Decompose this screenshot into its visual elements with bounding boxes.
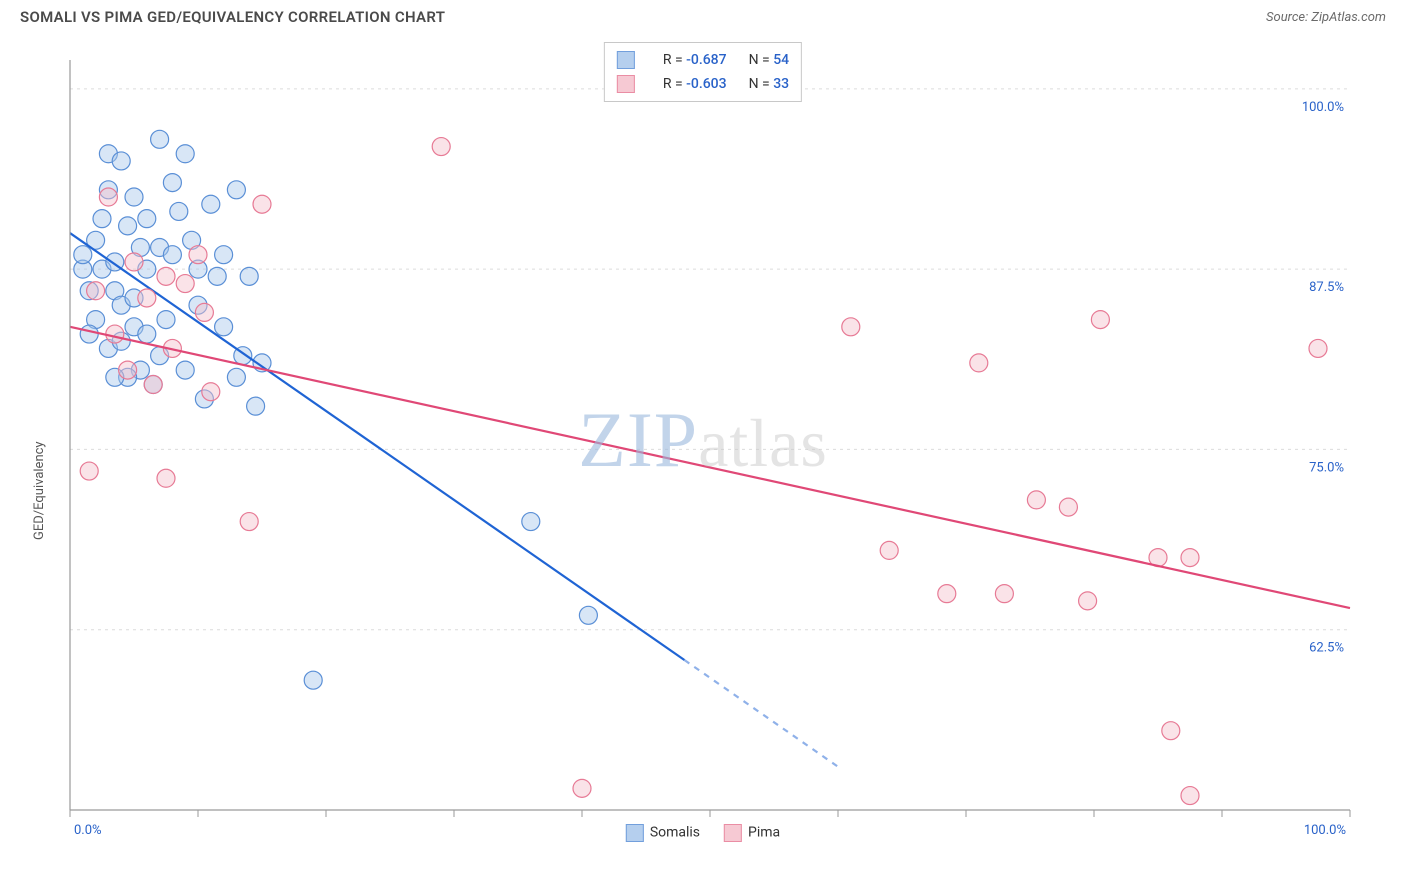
data-point bbox=[573, 779, 591, 797]
legend-r-label: R = -0.603 bbox=[653, 73, 737, 95]
data-point bbox=[157, 311, 175, 329]
data-point bbox=[163, 174, 181, 192]
data-point bbox=[138, 289, 156, 307]
legend-n-value: 54 bbox=[773, 52, 789, 68]
data-point bbox=[215, 246, 233, 264]
legend-n-label: N = 33 bbox=[739, 73, 800, 95]
data-point bbox=[208, 267, 226, 285]
data-point bbox=[432, 138, 450, 156]
legend-swatch bbox=[724, 824, 742, 842]
data-point bbox=[176, 361, 194, 379]
data-point bbox=[522, 513, 540, 531]
data-point bbox=[842, 318, 860, 336]
chart-title: SOMALI VS PIMA GED/EQUIVALENCY CORRELATI… bbox=[20, 8, 445, 26]
data-point bbox=[157, 267, 175, 285]
data-point bbox=[176, 145, 194, 163]
data-point bbox=[995, 585, 1013, 603]
legend-swatch bbox=[626, 824, 644, 842]
data-point bbox=[195, 303, 213, 321]
legend-correlation: R = -0.687N = 54R = -0.603N = 33 bbox=[604, 42, 802, 102]
data-point bbox=[202, 195, 220, 213]
data-point bbox=[80, 462, 98, 480]
legend-row: R = -0.603N = 33 bbox=[607, 73, 799, 95]
trend-line bbox=[70, 327, 1350, 608]
x-tick-label: 100.0% bbox=[1304, 823, 1346, 838]
data-point bbox=[579, 606, 597, 624]
data-point bbox=[1059, 498, 1077, 516]
x-tick-label: 0.0% bbox=[74, 823, 102, 838]
legend-series: Somalis Pima bbox=[626, 824, 780, 842]
data-point bbox=[119, 361, 137, 379]
legend-item-label: Pima bbox=[748, 825, 780, 841]
chart-header: SOMALI VS PIMA GED/EQUIVALENCY CORRELATI… bbox=[0, 0, 1406, 30]
data-point bbox=[74, 246, 92, 264]
data-point bbox=[253, 195, 271, 213]
data-point bbox=[106, 325, 124, 343]
data-point bbox=[125, 253, 143, 271]
data-point bbox=[189, 246, 207, 264]
legend-swatch bbox=[617, 75, 635, 93]
data-point bbox=[247, 397, 265, 415]
data-point bbox=[240, 513, 258, 531]
data-point bbox=[144, 376, 162, 394]
legend-item: Somalis bbox=[626, 824, 700, 842]
data-point bbox=[99, 188, 117, 206]
data-point bbox=[125, 188, 143, 206]
data-point bbox=[240, 267, 258, 285]
chart-svg: 62.5% 75.0% 87.5% 100.0% 0.0% 100.0% bbox=[20, 40, 1386, 840]
legend-n-label: N = 54 bbox=[739, 49, 800, 71]
data-point bbox=[138, 325, 156, 343]
y-axis-label: GED/Equivalency bbox=[32, 441, 47, 540]
data-point bbox=[1091, 311, 1109, 329]
data-point bbox=[1181, 787, 1199, 805]
data-point bbox=[938, 585, 956, 603]
legend-item: Pima bbox=[724, 824, 780, 842]
data-point bbox=[93, 210, 111, 228]
data-point bbox=[1181, 549, 1199, 567]
data-point bbox=[157, 469, 175, 487]
data-point bbox=[970, 354, 988, 372]
data-point bbox=[1027, 491, 1045, 509]
y-tick-label: 75.0% bbox=[1309, 460, 1344, 475]
data-point bbox=[112, 152, 130, 170]
data-point bbox=[1079, 592, 1097, 610]
data-point bbox=[138, 210, 156, 228]
data-point bbox=[215, 318, 233, 336]
data-point bbox=[170, 202, 188, 220]
legend-item-label: Somalis bbox=[650, 825, 700, 841]
data-point bbox=[1162, 722, 1180, 740]
data-point bbox=[880, 541, 898, 559]
legend-swatch-cell bbox=[607, 73, 651, 95]
data-point bbox=[1309, 339, 1327, 357]
legend-r-value: -0.603 bbox=[686, 76, 726, 92]
data-point bbox=[80, 325, 98, 343]
y-tick-label: 62.5% bbox=[1309, 641, 1344, 656]
legend-row: R = -0.687N = 54 bbox=[607, 49, 799, 71]
legend-swatch-cell bbox=[607, 49, 651, 71]
y-tick-label: 87.5% bbox=[1309, 280, 1344, 295]
data-point bbox=[227, 368, 245, 386]
legend-r-value: -0.687 bbox=[686, 52, 726, 68]
data-point bbox=[87, 282, 105, 300]
trend-line-dashed bbox=[684, 660, 838, 767]
data-point bbox=[151, 130, 169, 148]
trend-line bbox=[70, 233, 684, 660]
legend-r-label: R = -0.687 bbox=[653, 49, 737, 71]
y-tick-label: 100.0% bbox=[1302, 100, 1344, 115]
data-point bbox=[304, 671, 322, 689]
data-point bbox=[119, 217, 137, 235]
data-point bbox=[202, 383, 220, 401]
data-point bbox=[176, 275, 194, 293]
chart-container: GED/Equivalency ZIPatlas 62.5%75.0%87.5%… bbox=[20, 40, 1386, 840]
chart-source: Source: ZipAtlas.com bbox=[1266, 10, 1386, 25]
data-point bbox=[227, 181, 245, 199]
legend-swatch bbox=[617, 51, 635, 69]
legend-n-value: 33 bbox=[773, 76, 789, 92]
data-point bbox=[163, 246, 181, 264]
